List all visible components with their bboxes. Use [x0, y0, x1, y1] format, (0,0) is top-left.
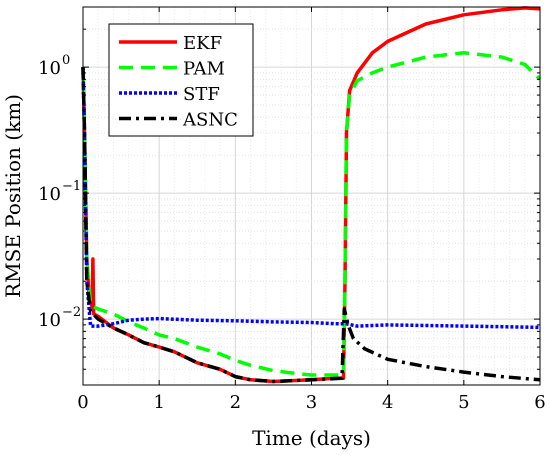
legend-label-asnc: ASNC	[182, 110, 238, 131]
series-lines	[81, 6, 542, 384]
x-tick-label: 5	[458, 392, 469, 413]
series-line-asnc	[81, 67, 541, 384]
legend-label-ekf: EKF	[183, 33, 222, 54]
y-tick-base: 10	[38, 58, 61, 79]
y-tick-base: 10	[38, 310, 61, 331]
x-tick-label: 4	[382, 392, 393, 413]
x-tick-label: 6	[534, 392, 545, 413]
x-tick-label: 1	[153, 392, 164, 413]
y-tick-base: 10	[38, 184, 61, 205]
legend-label-stf: STF	[183, 84, 220, 105]
series-line-pam	[81, 51, 542, 377]
series-line-ekf	[81, 6, 541, 384]
y-tick-label: 10	[38, 58, 61, 79]
legend-label-pam: PAM	[183, 59, 225, 80]
y-tick-exponent: −2	[62, 305, 81, 320]
y-tick-label: 10	[38, 310, 61, 331]
y-tick-exponent: 0	[62, 53, 70, 68]
series-line-stf	[81, 67, 541, 330]
legend: EKF PAM STF ASNC	[108, 23, 254, 137]
y-tick-exponent: −1	[62, 179, 81, 194]
y-tick-label: 10	[38, 184, 61, 205]
x-axis-label: Time (days)	[252, 426, 371, 450]
x-tick-label: 3	[306, 392, 317, 413]
x-tick-label: 0	[77, 392, 88, 413]
y-axis-label: RMSE Position (km)	[1, 94, 25, 298]
x-tick-label: 2	[230, 392, 241, 413]
